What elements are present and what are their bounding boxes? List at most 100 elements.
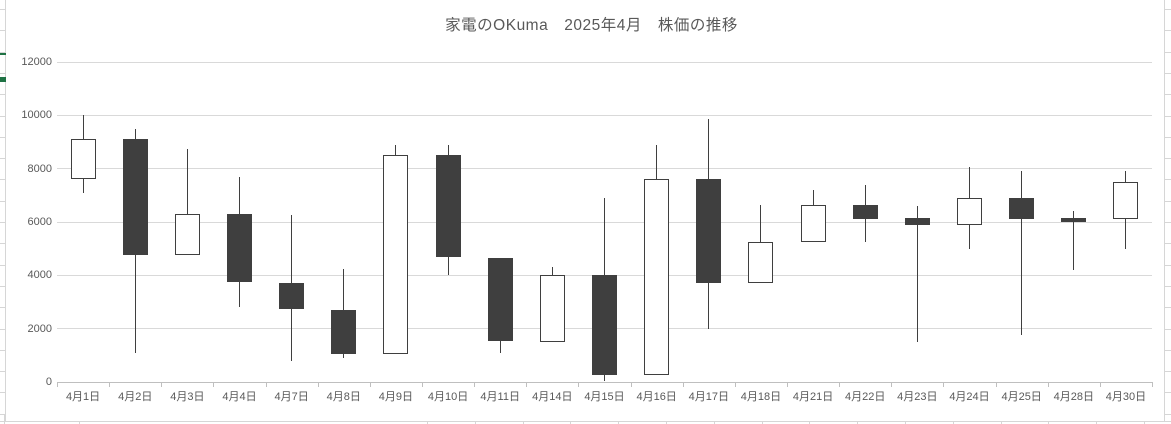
candle-body[interactable]	[487, 258, 513, 341]
worksheet-gridline	[1164, 0, 1165, 421]
candle-body[interactable]	[539, 275, 565, 342]
candle-body[interactable]	[644, 179, 670, 376]
candle-body[interactable]	[227, 214, 252, 282]
x-axis-tick	[787, 383, 788, 387]
worksheet-row-gridline	[0, 264, 5, 266]
x-axis-label: 4月17日	[688, 391, 729, 403]
worksheet-row-gridline	[1165, 371, 1171, 373]
candle-body[interactable]	[122, 139, 148, 256]
x-axis-label: 4月8日	[326, 391, 361, 403]
worksheet-row-gridline	[0, 222, 5, 223]
worksheet-row-gridline	[0, 413, 5, 415]
worksheet-column-gridline	[905, 421, 906, 424]
candle-body[interactable]	[800, 204, 826, 242]
y-axis-label: 0	[45, 376, 52, 388]
x-axis-tick	[422, 383, 423, 387]
worksheet-column-gridline	[427, 421, 428, 424]
worksheet-row-gridline	[1165, 222, 1171, 223]
x-axis-label: 4月28日	[1053, 391, 1094, 403]
worksheet-row-gridline	[1165, 349, 1171, 351]
x-axis-label: 4月16日	[636, 391, 677, 403]
worksheet-row-gridline	[1165, 9, 1171, 10]
x-axis-label: 4月24日	[949, 391, 990, 403]
candle-body[interactable]	[279, 283, 305, 309]
candle-body[interactable]	[957, 198, 982, 225]
worksheet-accent-mark	[0, 77, 8, 82]
x-axis-tick	[317, 383, 319, 387]
y-axis-label: 12000	[21, 56, 52, 68]
stock-candlestick-chart[interactable]: 家電のOKuma 2025年4月 株価の推移 0 2000 4000 6000 8000…	[6, 0, 1164, 421]
worksheet-row-gridline	[0, 200, 5, 202]
candle-wick	[186, 148, 188, 256]
x-axis-label: 4月25日	[1001, 391, 1042, 403]
worksheet-column-gridline	[1048, 421, 1050, 424]
y-axis-label: 2000	[27, 322, 52, 335]
gridline	[57, 114, 1152, 116]
worksheet-row-gridline	[1165, 285, 1171, 287]
worksheet-row-gridline	[1165, 264, 1171, 266]
candle-body[interactable]	[383, 155, 409, 354]
x-axis-label: 4月11日	[480, 391, 520, 403]
candle-body[interactable]	[748, 242, 774, 284]
worksheet-row-gridline	[0, 72, 5, 74]
gridline	[57, 168, 1152, 170]
worksheet-row-gridline	[0, 179, 5, 181]
candle-body[interactable]	[70, 139, 96, 180]
x-axis-label: 4月18日	[740, 391, 782, 403]
worksheet-row-gridline	[0, 30, 5, 32]
y-axis-label: 8000	[27, 162, 52, 175]
worksheet-gridline	[5, 0, 6, 421]
chart-title: 家電のOKuma 2025年4月 株価の推移	[445, 17, 738, 34]
x-axis-label: 4月14日	[532, 391, 573, 403]
candle-body[interactable]	[435, 155, 461, 257]
x-axis-tick	[474, 383, 476, 387]
x-axis-tick	[57, 383, 58, 387]
y-axis-label: 10000	[21, 109, 52, 122]
worksheet-row-gridline	[1165, 94, 1171, 96]
candle-body[interactable]	[1061, 218, 1087, 222]
candle-body[interactable]	[852, 204, 878, 220]
candle-body[interactable]	[331, 310, 357, 354]
candle-body[interactable]	[696, 179, 722, 284]
candle-wick	[1021, 171, 1023, 336]
x-axis-tick	[682, 383, 684, 387]
worksheet-row-gridline	[0, 51, 5, 53]
candle-body[interactable]	[592, 275, 617, 376]
x-axis-label: 4月1日	[65, 391, 101, 403]
worksheet-row-gridline	[0, 371, 5, 373]
worksheet-row-gridline	[1165, 413, 1171, 415]
x-axis-tick	[1047, 383, 1049, 387]
candle-body[interactable]	[1113, 182, 1139, 220]
candle-body[interactable]	[174, 214, 200, 256]
candle-body[interactable]	[904, 218, 930, 225]
worksheet-column-gridline	[666, 421, 667, 424]
worksheet-row-gridline	[1165, 30, 1171, 32]
x-axis-label: 4月22日	[845, 391, 886, 403]
x-axis-label: 4月9日	[378, 391, 414, 403]
x-axis-label: 4月10日	[427, 391, 469, 403]
worksheet-row-gridline	[0, 115, 5, 117]
worksheet-row-gridline	[1165, 179, 1171, 181]
x-axis-tick	[526, 383, 528, 387]
worksheet-column-gridline	[713, 421, 715, 424]
x-axis-tick	[161, 383, 163, 387]
x-axis-tick	[943, 383, 945, 387]
x-axis-label: 4月7日	[274, 391, 309, 403]
x-axis-tick	[630, 383, 632, 387]
worksheet-column-gridline	[522, 421, 524, 424]
candle-body[interactable]	[1009, 198, 1035, 220]
worksheet-row-gridline	[1165, 200, 1171, 202]
x-axis-tick	[109, 383, 111, 387]
x-axis-tick	[1152, 383, 1153, 387]
x-axis	[57, 382, 1153, 383]
worksheet-row-gridline	[1165, 115, 1171, 117]
worksheet-column-gridline	[809, 421, 811, 424]
x-axis-tick	[995, 383, 997, 387]
y-axis-label: 6000	[27, 216, 52, 228]
x-axis-tick	[1099, 383, 1101, 387]
worksheet-row-gridline	[0, 328, 5, 330]
worksheet-column-gridline	[4, 414, 5, 424]
worksheet-accent-mark	[0, 53, 6, 55]
x-axis-label: 4月3日	[170, 391, 205, 403]
